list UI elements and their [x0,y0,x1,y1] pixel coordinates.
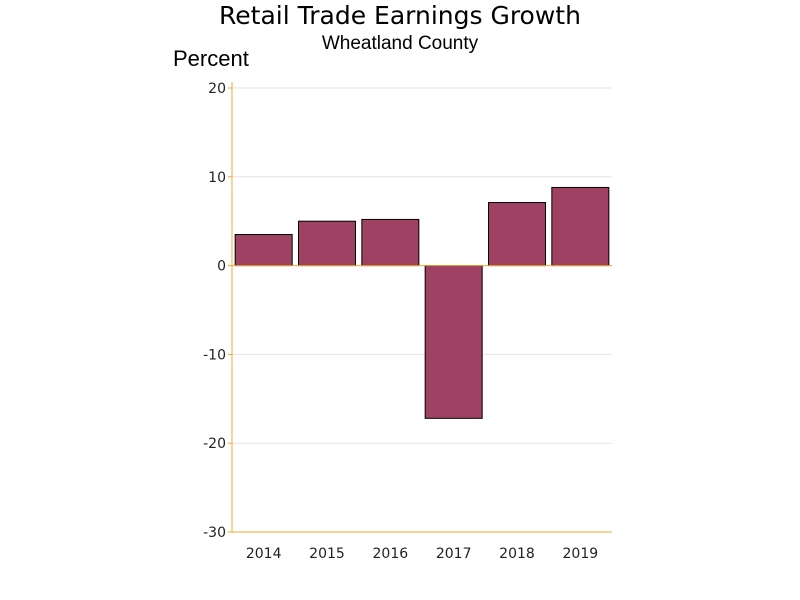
y-tick-label: -30 [203,525,226,541]
y-tick-label: 0 [217,259,226,275]
bar [424,265,483,419]
x-tick-label: 2014 [246,546,282,562]
x-tick-label: 2017 [436,546,472,562]
y-tick-label: 20 [208,81,226,97]
bar [298,220,356,267]
y-tick-label: 10 [208,170,226,186]
x-tick-label: 2015 [309,546,345,562]
chart-title: Retail Trade Earnings Growth [219,1,581,30]
x-tick-label: 2018 [499,546,535,562]
y-tick-label: -10 [203,347,226,363]
bar [361,218,420,267]
y-tick-label: -20 [203,436,226,452]
x-tick-label: 2019 [563,546,599,562]
chart-subtitle: Wheatland County [321,33,479,54]
bar [551,186,610,267]
y-axis-label: Percent [173,46,249,71]
bar [488,202,546,267]
x-tick-label: 2016 [373,546,409,562]
bar [234,234,293,267]
